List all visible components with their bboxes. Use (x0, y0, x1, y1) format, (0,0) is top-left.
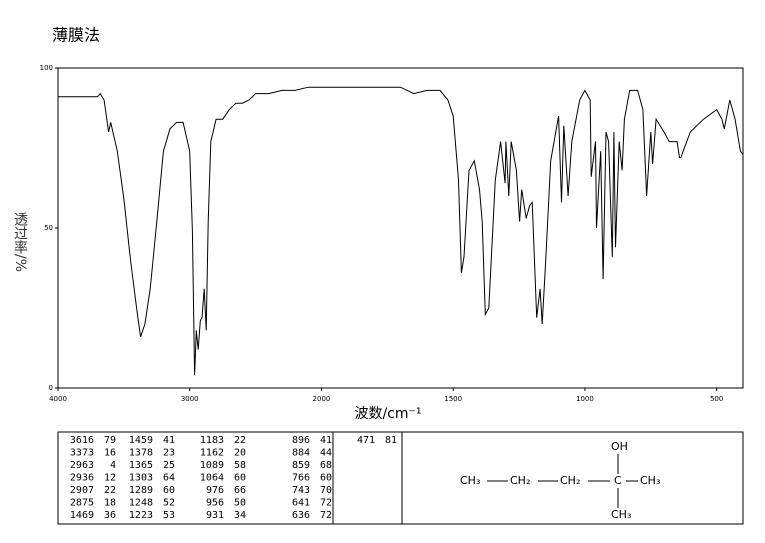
x-axis-label: 波数/cm⁻¹ (354, 406, 421, 422)
peak-transmittance: 41 (320, 435, 332, 446)
structure: CH₃ CH₂ CH₂ C CH₃ OH CH₃ (460, 440, 660, 521)
spectrum-line (58, 86, 744, 376)
peak-transmittance: 66 (234, 485, 246, 496)
peak-wavenumber: 1089 (200, 460, 224, 471)
peak-transmittance: 81 (385, 435, 397, 446)
group: CH₂ (560, 474, 580, 487)
y-tick-label: 0 (49, 384, 53, 392)
x-tick-label: 1000 (576, 395, 594, 403)
peak-wavenumber: 931 (206, 510, 224, 521)
peak-wavenumber: 976 (206, 485, 224, 496)
y-tick-label: 50 (44, 224, 53, 232)
peak-wavenumber: 1303 (129, 473, 153, 484)
peak-transmittance: 12 (104, 473, 116, 484)
x-tick-label: 500 (710, 395, 723, 403)
peak-wavenumber: 884 (292, 448, 310, 459)
peak-transmittance: 34 (234, 510, 246, 521)
peak-transmittance: 16 (104, 448, 116, 459)
group: CH₂ (510, 474, 530, 487)
peak-wavenumber: 859 (292, 460, 310, 471)
peak-transmittance: 22 (104, 485, 116, 496)
peak-wavenumber: 641 (292, 498, 310, 509)
peak-wavenumber: 1365 (129, 460, 153, 471)
peak-transmittance: 64 (163, 473, 175, 484)
peak-wavenumber: 3616 (70, 435, 94, 446)
peak-transmittance: 52 (163, 498, 175, 509)
peak-transmittance: 50 (234, 498, 246, 509)
peak-wavenumber: 1162 (200, 448, 224, 459)
x-tick-label: 1500 (444, 395, 462, 403)
peak-wavenumber: 2936 (70, 473, 94, 484)
peak-transmittance: 23 (163, 448, 175, 459)
peak-transmittance: 18 (104, 498, 116, 509)
peak-wavenumber: 896 (292, 435, 310, 446)
peak-wavenumber: 1223 (129, 510, 153, 521)
peak-transmittance: 72 (320, 510, 332, 521)
peak-wavenumber: 1459 (129, 435, 153, 446)
y-tick-label: 100 (40, 64, 53, 72)
peak-wavenumber: 636 (292, 510, 310, 521)
group: CH₃ (460, 474, 480, 487)
x-tick-label: 4000 (49, 395, 67, 403)
peak-wavenumber: 766 (292, 473, 310, 484)
peak-transmittance: 20 (234, 448, 246, 459)
peak-wavenumber: 471 (357, 435, 375, 446)
peak-transmittance: 41 (163, 435, 175, 446)
peak-transmittance: 25 (163, 460, 175, 471)
peak-wavenumber: 1064 (200, 473, 224, 484)
group: OH (611, 440, 628, 453)
table-frame (57, 431, 744, 525)
peak-transmittance: 4 (110, 460, 116, 471)
peak-wavenumber: 1248 (129, 498, 153, 509)
x-tick-label: 3000 (181, 395, 199, 403)
peak-transmittance: 44 (320, 448, 332, 459)
peak-wavenumber: 1469 (70, 510, 94, 521)
x-tick-label: 2000 (313, 395, 331, 403)
peak-transmittance: 79 (104, 435, 116, 446)
peak-transmittance: 70 (320, 485, 332, 496)
peak-wavenumber: 743 (292, 485, 310, 496)
chart-title: 薄膜法 (52, 26, 100, 45)
peak-wavenumber: 2875 (70, 498, 94, 509)
peak-transmittance: 72 (320, 498, 332, 509)
peak-transmittance: 58 (234, 460, 246, 471)
peak-wavenumber: 1289 (129, 485, 153, 496)
peak-wavenumber: 1378 (129, 448, 153, 459)
peak-transmittance: 60 (163, 485, 175, 496)
group: CH₃ (640, 474, 660, 487)
y-axis-label: 透过率/% (12, 212, 28, 272)
plot-frame (57, 67, 744, 389)
group: CH₃ (611, 508, 631, 521)
peak-transmittance: 68 (320, 460, 332, 471)
peak-transmittance: 60 (234, 473, 246, 484)
peak-wavenumber: 3373 (70, 448, 94, 459)
peak-transmittance: 60 (320, 473, 332, 484)
peak-transmittance: 22 (234, 435, 246, 446)
peak-transmittance: 36 (104, 510, 116, 521)
peak-wavenumber: 2907 (70, 485, 94, 496)
peak-transmittance: 53 (163, 510, 175, 521)
peak-wavenumber: 1183 (200, 435, 224, 446)
group: C (614, 474, 622, 487)
peak-wavenumber: 956 (206, 498, 224, 509)
peak-wavenumber: 2963 (70, 460, 94, 471)
